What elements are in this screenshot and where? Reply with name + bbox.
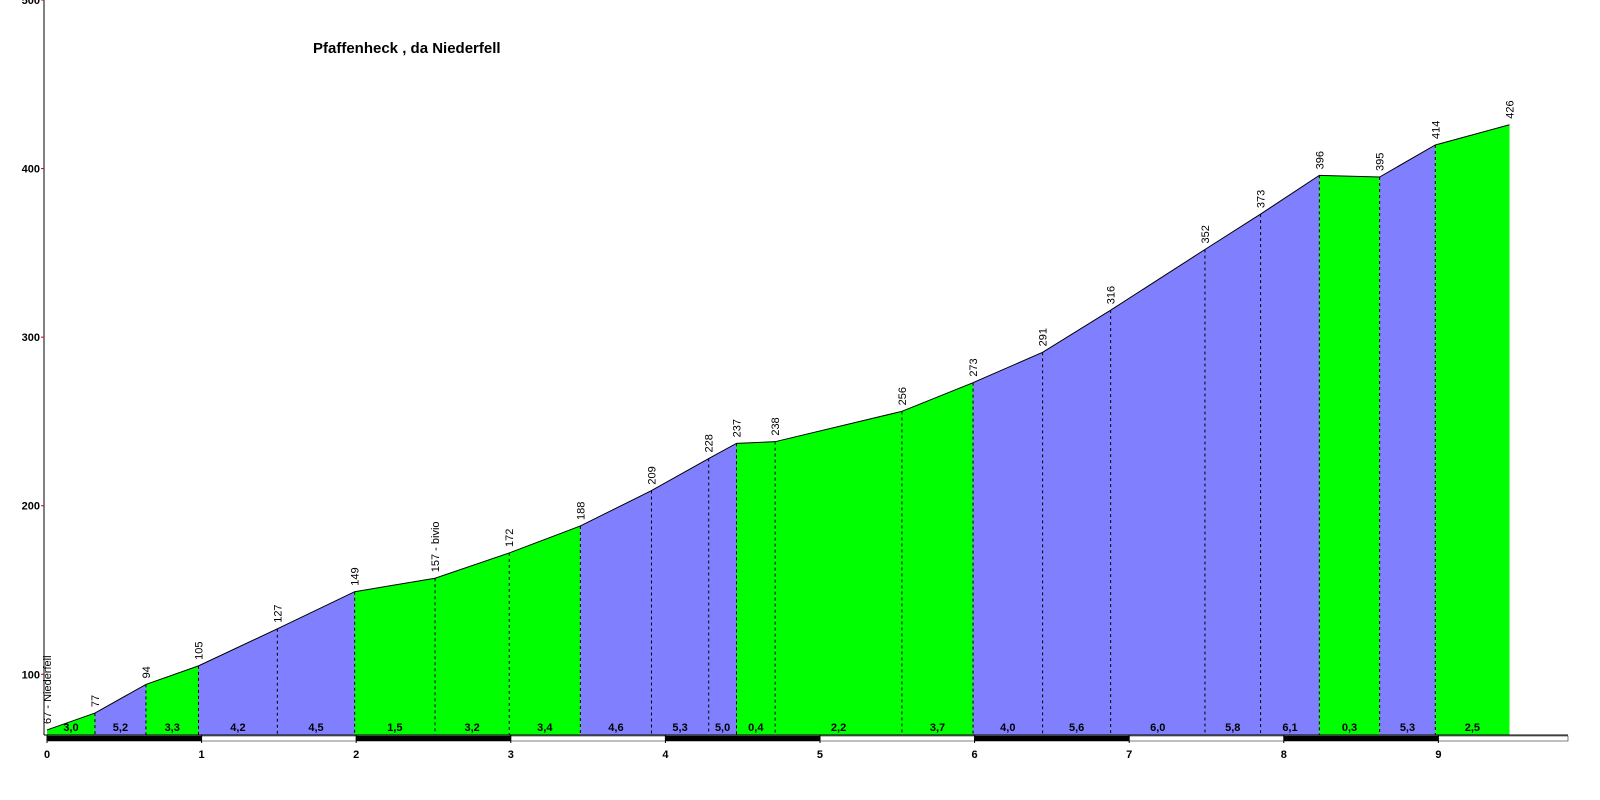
x-tick-label: 9 [1435,749,1441,761]
segment-label: 1,5 [387,722,402,734]
x-tick-label: 4 [662,749,669,761]
point-label: 67 - Niederfell [42,655,54,723]
point-label: 209 [646,466,658,484]
segment-area [198,628,278,735]
point-label: 237 [732,419,744,437]
segment-label: 3,7 [930,722,945,734]
segment-area [1379,144,1436,736]
km-stripe [1128,735,1285,742]
segment-area [580,490,652,735]
point-label: 188 [575,502,587,520]
km-stripe [1283,735,1439,742]
segment-area [651,458,709,735]
segment-label: 6,1 [1282,722,1297,734]
point-label: 256 [897,387,909,405]
segment-area [277,591,355,735]
y-tick-label: 200 [22,501,40,513]
segment-label: 4,0 [1000,722,1015,734]
segment-label: 5,3 [672,722,687,734]
km-stripe [1438,735,1569,742]
point-label: 149 [350,567,362,585]
point-label: 352 [1200,225,1212,243]
segment-area [354,578,436,735]
segment-label: 3,3 [165,722,180,734]
segment-label: 2,5 [1465,722,1480,734]
x-tick-label: 7 [1126,749,1132,761]
segment-area [1435,124,1510,736]
x-tick-label: 1 [199,749,205,761]
segment-area [1204,214,1261,735]
segment-label: 5,8 [1225,722,1240,734]
km-stripe [201,735,357,742]
segment-area [901,382,974,735]
chart-title: Pfaffenheck , da Niederfell [313,40,501,57]
segment-label: 4,5 [308,722,323,734]
segment-area [1319,175,1380,735]
segment-area [708,443,737,735]
point-label: 414 [1430,121,1442,139]
point-label: 94 [141,666,153,678]
segment-label: 6,0 [1150,722,1165,734]
km-stripe [974,735,1130,742]
y-tick-label: 400 [22,164,40,176]
km-stripe [355,735,512,742]
point-label: 395 [1375,153,1387,171]
point-label: 157 - bivio [430,521,442,572]
segment-label: 3,4 [537,722,553,734]
segment-area [47,713,95,735]
segment-label: 5,3 [1400,722,1415,734]
x-tick-label: 5 [817,749,823,761]
x-tick-label: 6 [972,749,978,761]
segment-label: 3,2 [464,722,479,734]
segment-area [1260,175,1320,735]
km-stripe [510,735,666,742]
point-label: 273 [968,358,980,376]
segment-label: 3,0 [63,722,78,734]
x-tick-label: 8 [1281,749,1287,761]
km-stripe [819,735,975,742]
point-label: 396 [1314,151,1326,169]
segment-label: 5,6 [1069,722,1084,734]
x-tick-label: 3 [508,749,514,761]
point-label: 316 [1106,286,1118,304]
segment-area [973,352,1043,735]
segment-label: 2,2 [831,722,846,734]
segment-label: 5,0 [715,722,730,734]
point-label: 172 [504,529,516,547]
point-label: 373 [1256,190,1268,208]
segment-area [435,552,510,735]
km-stripe [665,735,821,742]
point-label: 426 [1504,100,1516,118]
point-label: 238 [770,417,782,435]
profile-line [46,124,1510,731]
segment-area [145,665,199,735]
y-tick-label: 500 [22,0,40,7]
segment-area [736,441,776,735]
segment-area [1042,310,1111,735]
y-tick-label: 300 [22,332,40,344]
segment-label: 4,6 [608,722,623,734]
point-label: 77 [90,695,102,707]
segment-area [509,525,581,735]
y-tick-label: 100 [22,669,40,681]
point-label: 228 [704,434,716,452]
km-stripe [46,735,202,742]
point-label: 291 [1038,328,1050,346]
segment-label: 0,3 [1342,722,1357,734]
x-tick-label: 2 [353,749,359,761]
segment-label: 0,4 [748,722,764,734]
x-tick-label: 0 [44,749,50,761]
segment-label: 4,2 [230,722,245,734]
point-label: 105 [194,642,206,660]
segment-area [94,684,146,735]
point-label: 127 [272,604,284,622]
segment-area [775,411,902,735]
segment-area [1110,249,1205,735]
segment-label: 5,2 [113,722,128,734]
